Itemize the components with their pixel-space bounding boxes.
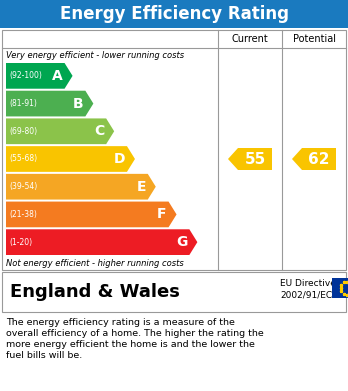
- Text: The energy efficiency rating is a measure of the: The energy efficiency rating is a measur…: [6, 318, 235, 327]
- Text: E: E: [136, 180, 146, 194]
- Text: 62: 62: [308, 151, 330, 167]
- Text: Potential: Potential: [293, 34, 335, 44]
- Text: (81-91): (81-91): [9, 99, 37, 108]
- Text: overall efficiency of a home. The higher the rating the: overall efficiency of a home. The higher…: [6, 329, 264, 338]
- Polygon shape: [6, 174, 156, 199]
- Text: C: C: [94, 124, 104, 138]
- Bar: [332, 278, 348, 298]
- Text: EU Directive: EU Directive: [280, 278, 336, 287]
- Text: 55: 55: [244, 151, 266, 167]
- Text: Very energy efficient - lower running costs: Very energy efficient - lower running co…: [6, 50, 184, 59]
- Polygon shape: [6, 63, 73, 89]
- Polygon shape: [6, 146, 135, 172]
- Text: England & Wales: England & Wales: [10, 283, 180, 301]
- Bar: [2, 272, 346, 312]
- Text: (92-100): (92-100): [9, 71, 42, 81]
- Text: D: D: [113, 152, 125, 166]
- Text: (55-68): (55-68): [9, 154, 37, 163]
- Text: (21-38): (21-38): [9, 210, 37, 219]
- Text: G: G: [176, 235, 187, 249]
- Text: F: F: [157, 208, 167, 221]
- Text: Not energy efficient - higher running costs: Not energy efficient - higher running co…: [6, 258, 184, 267]
- Polygon shape: [228, 148, 272, 170]
- Text: Current: Current: [232, 34, 268, 44]
- Text: (39-54): (39-54): [9, 182, 37, 191]
- Text: 2002/91/EC: 2002/91/EC: [280, 291, 332, 300]
- Text: fuel bills will be.: fuel bills will be.: [6, 351, 82, 360]
- Polygon shape: [6, 229, 197, 255]
- Polygon shape: [292, 148, 336, 170]
- Polygon shape: [6, 202, 176, 227]
- Text: (69-80): (69-80): [9, 127, 37, 136]
- Text: Energy Efficiency Rating: Energy Efficiency Rating: [60, 5, 288, 23]
- Bar: [0, 0, 348, 28]
- Polygon shape: [6, 118, 114, 144]
- Bar: [2, 30, 346, 270]
- Text: A: A: [52, 69, 63, 83]
- Text: more energy efficient the home is and the lower the: more energy efficient the home is and th…: [6, 340, 255, 349]
- Text: (1-20): (1-20): [9, 238, 32, 247]
- Polygon shape: [6, 91, 93, 117]
- Text: B: B: [73, 97, 84, 111]
